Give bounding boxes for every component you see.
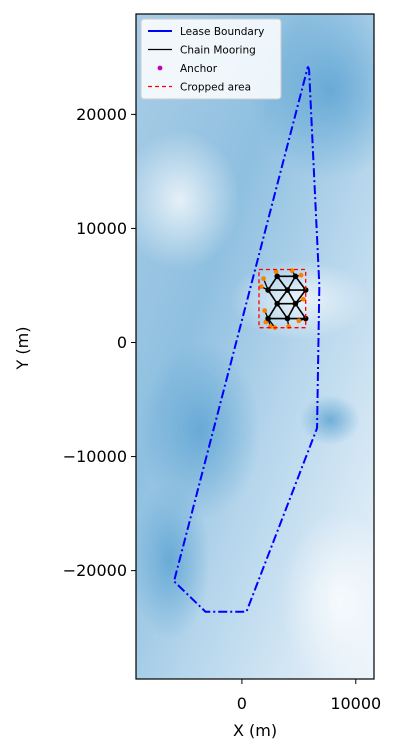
anchor-point [258, 284, 264, 290]
turbine-point [265, 287, 271, 293]
chain-mooring-line [276, 303, 289, 320]
y-tick-label: 0 [117, 333, 127, 352]
x-axis-label: X (m) [233, 721, 277, 740]
y-tick-label: 10000 [76, 219, 127, 238]
legend-marker-2 [157, 65, 163, 71]
lease-boundary-line [172, 66, 321, 613]
legend-box [140, 18, 282, 100]
anchor-point [273, 269, 279, 275]
turbine-point [292, 273, 299, 280]
chain-mooring-line [294, 289, 307, 305]
turbine-point [265, 315, 271, 322]
anchor-point [298, 272, 304, 278]
legend-label-1: Chain Mooring [180, 44, 256, 56]
chain-mooring-line [294, 303, 307, 320]
anchor-point [300, 296, 306, 302]
turbine-point [284, 315, 291, 322]
lease-boundary-series [172, 66, 321, 613]
legend: Lease Boundary Chain Mooring Anchor Cropped… [140, 18, 282, 100]
turbine-point [284, 287, 291, 293]
legend-label-2: Anchor [180, 63, 218, 75]
legend-label-0: Lease Boundary [180, 26, 264, 38]
plot-area-frame [135, 13, 375, 680]
chain-mooring-line [276, 275, 289, 291]
y-tick-label: −10000 [63, 447, 127, 466]
chain-mooring-line [286, 303, 297, 319]
legend-label-3: Cropped area [180, 81, 251, 93]
cropped-area-rect [258, 268, 307, 329]
y-tick-label: 20000 [76, 105, 127, 124]
y-axis-ticks: −20000 −10000 0 10000 20000 [63, 105, 136, 580]
chain-mooring-line [294, 275, 307, 291]
turbine-point [302, 315, 309, 322]
anchor-point [261, 276, 266, 282]
anchor-point [262, 308, 268, 313]
chain-mooring-line [276, 289, 289, 305]
turbine-point [292, 300, 299, 307]
bathymetry-background [136, 14, 374, 679]
turbine-markers [265, 273, 309, 322]
anchor-point [296, 318, 302, 324]
y-axis-label: Y (m) [13, 327, 32, 371]
x-tick-label: 0 [237, 694, 247, 713]
turbine-point [274, 300, 281, 307]
turbine-point [274, 273, 281, 280]
turbine-point [302, 287, 309, 293]
cropped-area-series [258, 268, 307, 329]
x-axis-ticks: 0 10000 [237, 679, 381, 713]
y-tick-label: −20000 [63, 561, 127, 580]
x-tick-label: 10000 [330, 694, 381, 713]
chain-mooring-line [267, 303, 278, 319]
